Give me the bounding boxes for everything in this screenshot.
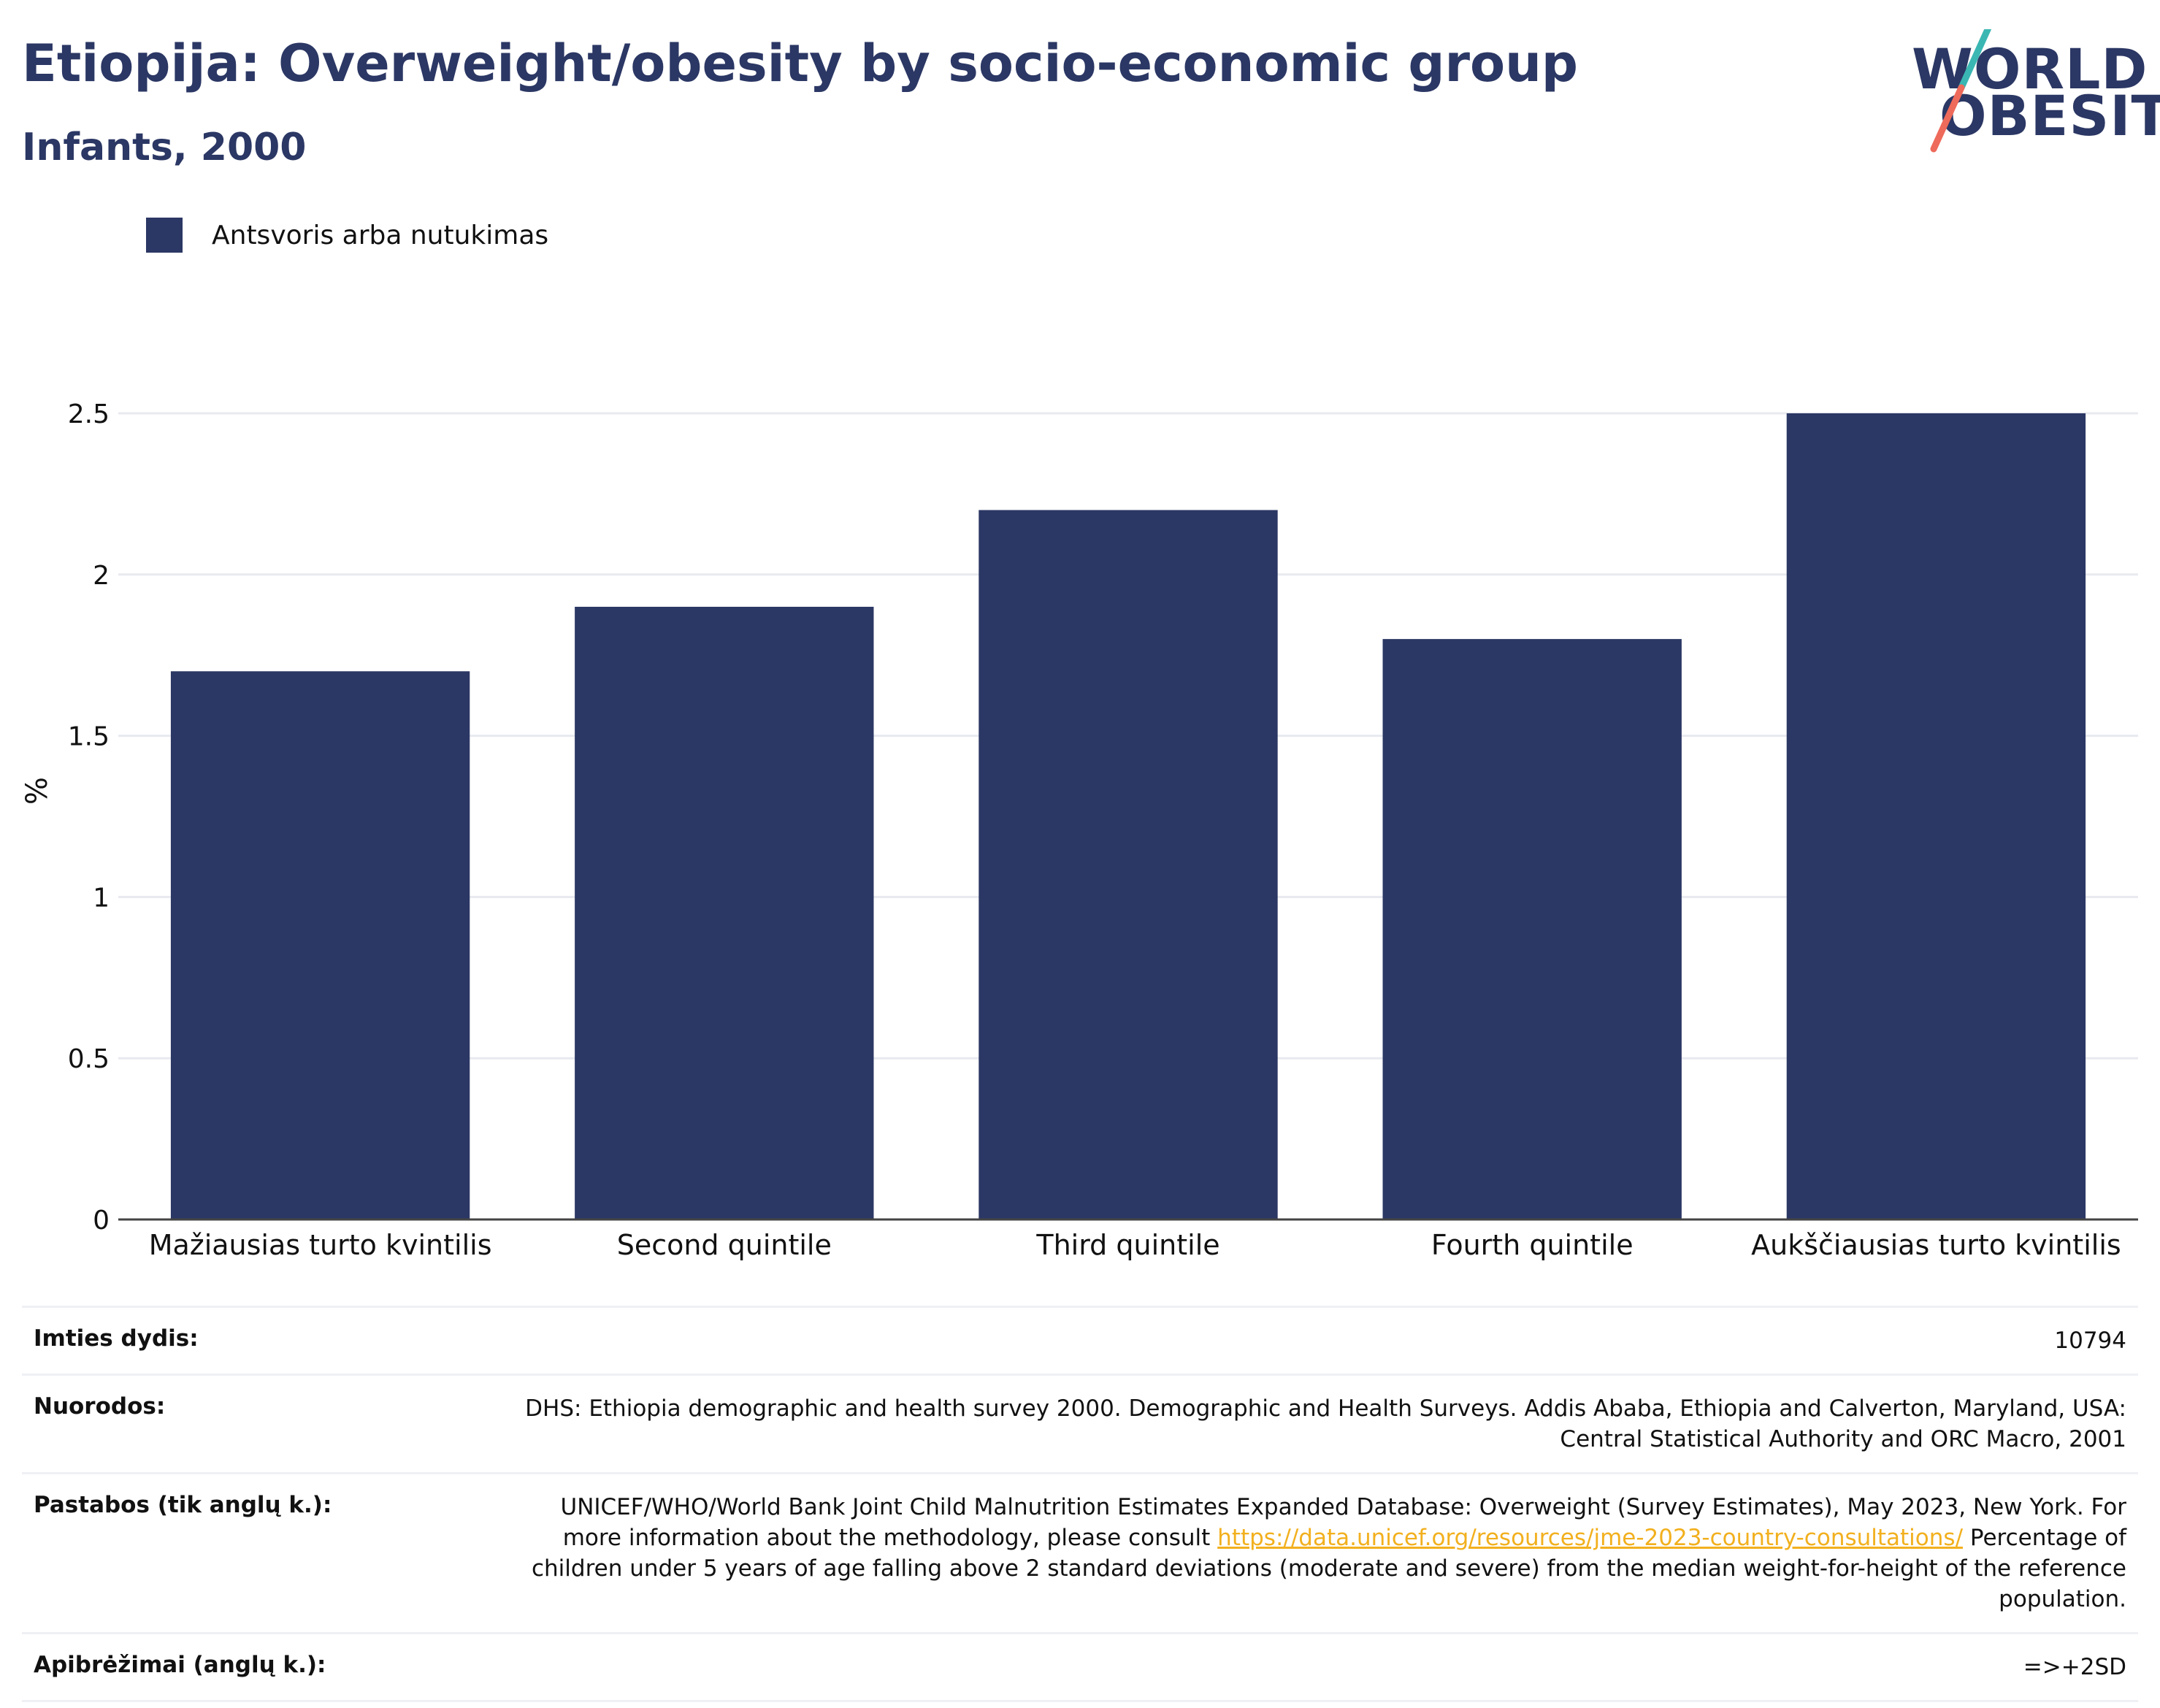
info-row-definitions: Apibrėžimai (anglų k.): =>+2SD — [22, 1632, 2138, 1702]
notes-link[interactable]: https://data.unicef.org/resources/jme-20… — [1217, 1525, 1964, 1551]
legend-swatch — [146, 218, 183, 253]
page-subtitle: Infants, 2000 — [22, 126, 307, 169]
info-table: Imties dydis: 10794 Nuorodos: DHS: Ethio… — [22, 1306, 2138, 1702]
logo-slash-icon — [1930, 29, 1992, 153]
bar — [170, 671, 470, 1219]
notes-label: Pastabos (tik anglų k.): — [34, 1492, 332, 1518]
sample-size-value: 10794 — [2054, 1328, 2126, 1354]
notes-value: UNICEF/WHO/World Bank Joint Child Malnut… — [520, 1492, 2126, 1615]
legend-label: Antsvoris arba nutukimas — [212, 221, 549, 250]
definitions-value: =>+2SD — [2023, 1654, 2126, 1680]
references-label: Nuorodos: — [34, 1393, 166, 1420]
x-tick-label: Mažiausias turto kvintilis — [149, 1229, 492, 1261]
bar — [1786, 413, 2086, 1219]
info-row-sample-size: Imties dydis: 10794 — [22, 1306, 2138, 1374]
y-tick-label: 2 — [93, 561, 110, 591]
page-title: Etiopija: Overweight/obesity by socio-ec… — [22, 34, 1579, 93]
notes-text-after: Percentage of children under 5 years of … — [531, 1525, 2126, 1612]
bar — [575, 606, 874, 1219]
y-tick-label: 1 — [93, 883, 110, 913]
logo-line-2: OBESITY — [1939, 83, 2160, 148]
definitions-label: Apibrėžimai (anglų k.): — [34, 1652, 326, 1678]
x-tick-label: Third quintile — [1035, 1229, 1219, 1261]
bar — [1382, 639, 1682, 1219]
x-tick-label: Second quintile — [617, 1229, 832, 1261]
info-row-references: Nuorodos: DHS: Ethiopia demographic and … — [22, 1374, 2138, 1472]
sample-size-label: Imties dydis: — [34, 1325, 199, 1352]
x-tick-label: Fourth quintile — [1431, 1229, 1634, 1261]
y-tick-label: 1.5 — [68, 722, 110, 752]
y-tick-label: 0.5 — [68, 1044, 110, 1074]
notes-text-before: UNICEF/WHO/World Bank Joint Child Malnut… — [560, 1494, 2127, 1551]
bar — [978, 510, 1278, 1219]
y-tick-label: 2.5 — [68, 399, 110, 429]
info-row-notes: Pastabos (tik anglų k.): UNICEF/WHO/Worl… — [22, 1472, 2138, 1632]
x-tick-label: Aukščiausias turto kvintilis — [1751, 1229, 2121, 1261]
references-value: DHS: Ethiopia demographic and health sur… — [525, 1395, 2126, 1452]
bar-chart: 0 0.5 1 1.5 2 2.5 Mažiausias turto kvintilis Se… — [68, 399, 2138, 1261]
logo-line-1: WORLD — [1912, 37, 2148, 102]
y-axis-title: % — [20, 776, 55, 805]
y-tick-label: 0 — [93, 1206, 110, 1236]
world-obesity-logo: WORLD OBESITY — [1899, 29, 2160, 161]
